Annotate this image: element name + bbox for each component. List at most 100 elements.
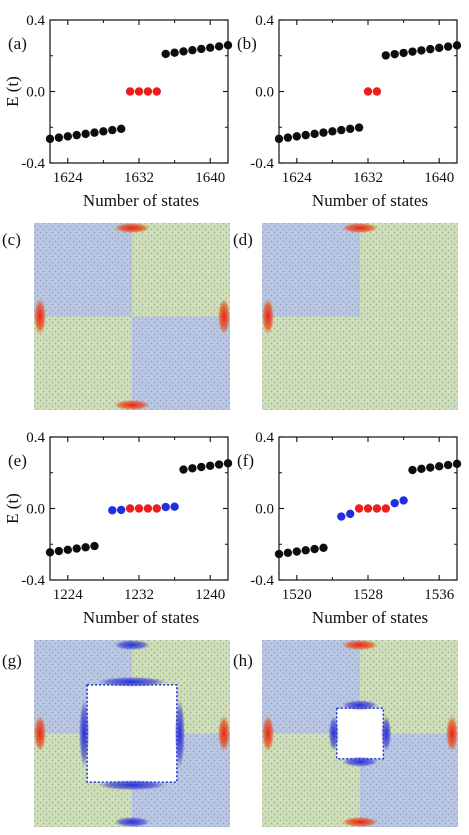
data-point-red <box>372 504 382 513</box>
localized-state-red <box>342 817 378 827</box>
data-point-black <box>161 49 170 59</box>
data-point-red <box>363 504 373 513</box>
energy-plot-b: -0.4 0.0 0.4 1624 1632 1640 Number of states (b… <box>237 13 462 210</box>
data-point-red <box>152 87 161 96</box>
panel-label: (h) <box>233 651 253 670</box>
panel-label: (f) <box>237 451 254 470</box>
data-point-black <box>72 544 81 553</box>
x-axis-label: Number of states <box>312 191 428 210</box>
data-point-black <box>54 133 64 142</box>
data-point-black <box>63 545 72 554</box>
data-point-black <box>408 47 417 56</box>
localized-state-blue <box>79 699 90 768</box>
panel-label: (a) <box>8 34 27 53</box>
data-point-black <box>301 546 310 555</box>
lattice-map-h: (h) <box>233 640 458 827</box>
localized-state-blue <box>97 780 167 791</box>
data-point-black <box>417 46 426 55</box>
y-tick-label: 0.0 <box>26 85 45 101</box>
data-point-black <box>301 130 310 140</box>
localized-state-blue <box>97 676 167 687</box>
data-point-black <box>319 543 328 553</box>
y-tick-label: 0.0 <box>255 85 274 101</box>
lattice-texture <box>262 223 458 410</box>
data-point-black <box>426 44 435 54</box>
localized-state-red <box>342 223 378 233</box>
localized-state-blue <box>114 640 150 650</box>
data-point-black <box>408 465 417 475</box>
lattice-texture <box>34 223 230 410</box>
data-point-black <box>310 129 319 139</box>
data-point-blue <box>337 512 346 521</box>
localized-state-red <box>262 715 274 752</box>
lattice-hole <box>86 684 178 783</box>
x-axis-label: Number of states <box>83 191 199 210</box>
data-point-black <box>63 132 72 141</box>
data-point-black <box>346 124 355 134</box>
data-point-black <box>206 43 215 52</box>
data-point-black <box>170 48 179 57</box>
data-point-red <box>143 504 153 513</box>
y-tick-label: 0.4 <box>255 13 274 29</box>
data-point-black <box>319 128 328 137</box>
data-point-black <box>197 44 206 54</box>
data-point-blue <box>399 496 408 505</box>
data-point-black <box>214 42 224 51</box>
y-tick-label: 0.0 <box>255 502 274 518</box>
localized-state-blue <box>381 715 392 752</box>
data-point-blue <box>170 502 179 511</box>
data-point-black <box>443 42 453 51</box>
data-point-black <box>337 125 346 135</box>
data-point-black <box>283 133 293 142</box>
x-tick-label: 1624 <box>53 170 84 186</box>
data-point-blue <box>390 498 399 508</box>
data-point-red <box>125 504 135 513</box>
data-point-red <box>381 504 390 513</box>
lattice-map-c: (c) <box>2 223 230 410</box>
x-tick-label: 1536 <box>424 587 455 603</box>
localized-state-red <box>114 400 150 410</box>
data-point-black <box>81 129 90 139</box>
localized-state-blue <box>342 700 378 711</box>
data-point-black <box>206 461 215 470</box>
data-point-black <box>328 127 337 136</box>
x-tick-label: 1624 <box>282 170 313 186</box>
y-tick-label: 0.4 <box>255 430 274 446</box>
lattice-map-d: (d) <box>233 223 458 410</box>
x-tick-label: 1528 <box>353 587 383 603</box>
localized-state-blue <box>342 756 378 767</box>
x-tick-label: 1520 <box>282 587 312 603</box>
data-point-red <box>354 504 364 513</box>
localized-state-red <box>218 715 230 752</box>
data-point-black <box>274 134 284 144</box>
localized-state-red <box>218 298 230 335</box>
data-point-red <box>134 504 144 513</box>
lattice-hole <box>335 707 385 760</box>
x-tick-label: 1232 <box>124 587 154 603</box>
data-point-black <box>179 47 188 56</box>
data-point-black <box>390 49 399 59</box>
data-point-red <box>152 504 161 513</box>
data-point-black <box>452 41 462 50</box>
data-point-black <box>283 548 293 558</box>
x-tick-label: 1640 <box>195 170 225 186</box>
y-tick-label: -0.4 <box>250 573 274 589</box>
x-tick-label: 1632 <box>353 170 383 186</box>
y-tick-label: 0.4 <box>26 430 45 446</box>
localized-state-red <box>262 298 274 335</box>
data-point-black <box>426 463 435 472</box>
energy-plot-e: -0.4 0.0 0.4 1224 1232 1240 Number of states E … <box>3 430 233 627</box>
data-point-blue <box>108 506 117 515</box>
localized-state-red <box>34 715 46 752</box>
localized-state-red <box>34 298 46 335</box>
data-point-black <box>443 460 453 470</box>
data-point-black <box>292 132 301 141</box>
y-tick-label: -0.4 <box>250 156 274 172</box>
data-point-black <box>274 549 284 559</box>
data-point-black <box>452 459 462 469</box>
energy-plot-f: -0.4 0.0 0.4 1520 1528 1536 Number of states (f… <box>237 430 462 627</box>
data-point-black <box>381 51 390 60</box>
x-tick-label: 1240 <box>195 587 225 603</box>
data-point-black <box>310 544 319 554</box>
